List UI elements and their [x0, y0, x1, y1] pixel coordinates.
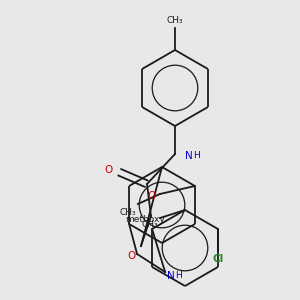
Text: O: O: [148, 191, 156, 201]
Text: N: N: [185, 151, 193, 161]
Text: CH₃: CH₃: [119, 208, 136, 217]
Text: CH₃: CH₃: [141, 220, 158, 229]
Text: methoxy: methoxy: [125, 214, 165, 224]
Text: H: H: [175, 272, 182, 280]
Text: N: N: [167, 271, 175, 281]
Text: O: O: [105, 165, 113, 175]
Text: H: H: [193, 152, 200, 160]
Text: Cl: Cl: [212, 254, 224, 264]
Text: CH₃: CH₃: [167, 16, 183, 25]
Text: O: O: [128, 251, 136, 261]
